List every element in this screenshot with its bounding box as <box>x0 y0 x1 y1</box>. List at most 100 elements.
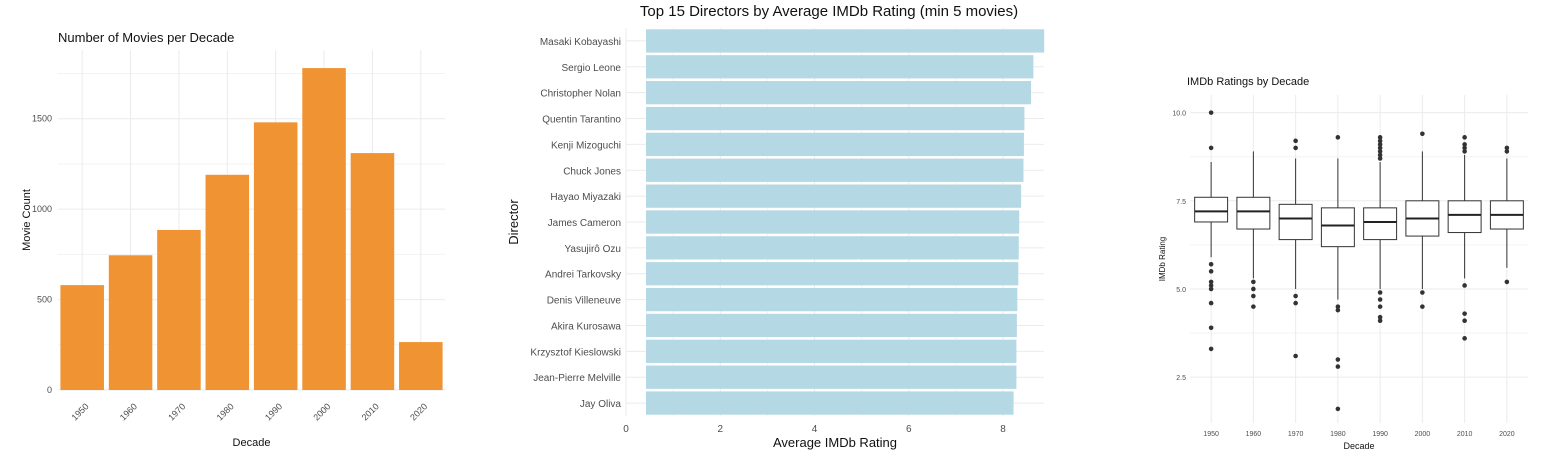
x-tick-label: 1990 <box>263 401 284 422</box>
box <box>1447 200 1482 234</box>
y-tick-label: James Cameron <box>548 218 621 229</box>
outlier-point <box>1208 286 1214 292</box>
y-tick-label: Chuck Jones <box>563 166 621 177</box>
outlier-point <box>1462 318 1467 324</box>
y-tick-label: Quentin Tarantino <box>542 115 621 126</box>
y-tick-label: 2.5 <box>1176 375 1186 382</box>
bar <box>646 106 1025 131</box>
outlier-point <box>1377 145 1383 151</box>
outlier-point <box>1462 149 1467 154</box>
x-axis-label: Average IMDb Rating <box>773 435 897 450</box>
outlier-point <box>1462 145 1467 151</box>
y-tick-label: Masaki Kobayashi <box>540 37 621 48</box>
outlier-point <box>1251 304 1256 309</box>
x-tick-label: 2000 <box>311 401 332 422</box>
y-tick-label: Yasujirô Ozu <box>564 244 621 255</box>
outlier-point <box>1208 283 1214 288</box>
y-tick-label: Andrei Tarkovsky <box>545 270 621 281</box>
bar <box>646 158 1024 182</box>
y-axis-label: Director <box>506 199 521 245</box>
x-tick-label: 0 <box>623 424 629 435</box>
chart-title: IMDb Ratings by Decade <box>1187 76 1309 88</box>
x-tick-label: 2010 <box>1457 431 1473 438</box>
bar <box>646 391 1014 415</box>
y-tick-label: Sergio Leone <box>562 63 622 74</box>
x-tick-label: 1980 <box>215 401 236 422</box>
y-tick-label: 10.0 <box>1172 111 1186 118</box>
outlier-point <box>1377 149 1383 154</box>
outlier-point <box>1208 145 1214 151</box>
y-tick-label: Jay Oliva <box>580 399 622 410</box>
outlier-point <box>1504 279 1510 285</box>
outlier-point <box>1377 318 1383 324</box>
x-tick-label: 2000 <box>1415 431 1431 438</box>
bar <box>646 287 1018 312</box>
outlier-point <box>1335 357 1341 362</box>
x-tick-label: 1980 <box>1330 431 1346 438</box>
outlier-point <box>1208 325 1214 331</box>
x-tick-label: 2 <box>717 424 723 435</box>
y-axis-label: IMDb Rating <box>1158 237 1167 281</box>
outlier-point <box>1462 311 1467 316</box>
x-tick-label: 1960 <box>1246 431 1262 438</box>
outlier-point <box>1208 110 1214 115</box>
outlier-point <box>1335 364 1341 369</box>
x-axis-label: Decade <box>233 437 271 449</box>
outlier-point <box>1420 290 1425 295</box>
x-axis-label: Decade <box>1343 441 1374 451</box>
y-tick-label: 7.5 <box>1176 199 1186 206</box>
outlier-point <box>1420 131 1425 137</box>
outlier-point <box>1377 156 1383 161</box>
bar <box>646 210 1020 234</box>
bar <box>646 184 1022 208</box>
outlier-point <box>1208 300 1214 306</box>
y-tick-label: Jean-Pierre Melville <box>533 373 621 384</box>
outlier-point <box>1377 297 1383 302</box>
y-tick-label: Christopher Nolan <box>540 89 621 100</box>
x-tick-label: 1950 <box>69 401 90 422</box>
y-tick-label: Akira Kurosawa <box>551 321 621 332</box>
outlier-point <box>1462 283 1467 288</box>
bar <box>646 132 1024 157</box>
bar <box>646 236 1019 260</box>
bar <box>302 68 346 390</box>
bar <box>646 365 1017 389</box>
box <box>1363 207 1398 241</box>
box <box>1320 207 1355 248</box>
outlier-point <box>1377 138 1383 144</box>
bar <box>646 29 1045 53</box>
outlier-point <box>1462 135 1467 140</box>
bar <box>108 255 153 390</box>
x-tick-label: 1950 <box>1203 431 1219 438</box>
outlier-point <box>1377 314 1383 320</box>
y-tick-label: Denis Villeneuve <box>547 296 622 307</box>
outlier-point <box>1377 290 1383 295</box>
outlier-point <box>1293 138 1298 144</box>
y-tick-label: 1500 <box>32 114 52 124</box>
outlier-point <box>1251 286 1256 292</box>
y-tick-label: 0 <box>47 385 52 395</box>
outlier-point <box>1504 145 1510 151</box>
outlier-point <box>1251 279 1256 285</box>
bar <box>646 313 1017 338</box>
outlier-point <box>1208 269 1214 274</box>
box <box>1278 203 1313 241</box>
outlier-point <box>1377 142 1383 147</box>
y-tick-label: Kenji Mizoguchi <box>551 140 621 151</box>
x-tick-label: 8 <box>1000 424 1006 435</box>
outlier-point <box>1335 304 1341 309</box>
bar <box>646 339 1017 363</box>
outlier-point <box>1335 406 1341 412</box>
chart-title: Number of Movies per Decade <box>58 30 234 45</box>
bar <box>157 229 201 390</box>
y-tick-label: Krzysztof Kieslowski <box>530 347 621 358</box>
y-axis-label: Movie Count <box>21 189 33 251</box>
y-tick-label: 500 <box>37 295 52 305</box>
bar <box>60 285 104 390</box>
x-tick-label: 2020 <box>408 401 429 422</box>
x-tick-label: 4 <box>812 424 818 435</box>
outlier-point <box>1377 304 1383 309</box>
y-tick-label: 5.0 <box>1176 287 1186 294</box>
outlier-point <box>1293 300 1298 306</box>
